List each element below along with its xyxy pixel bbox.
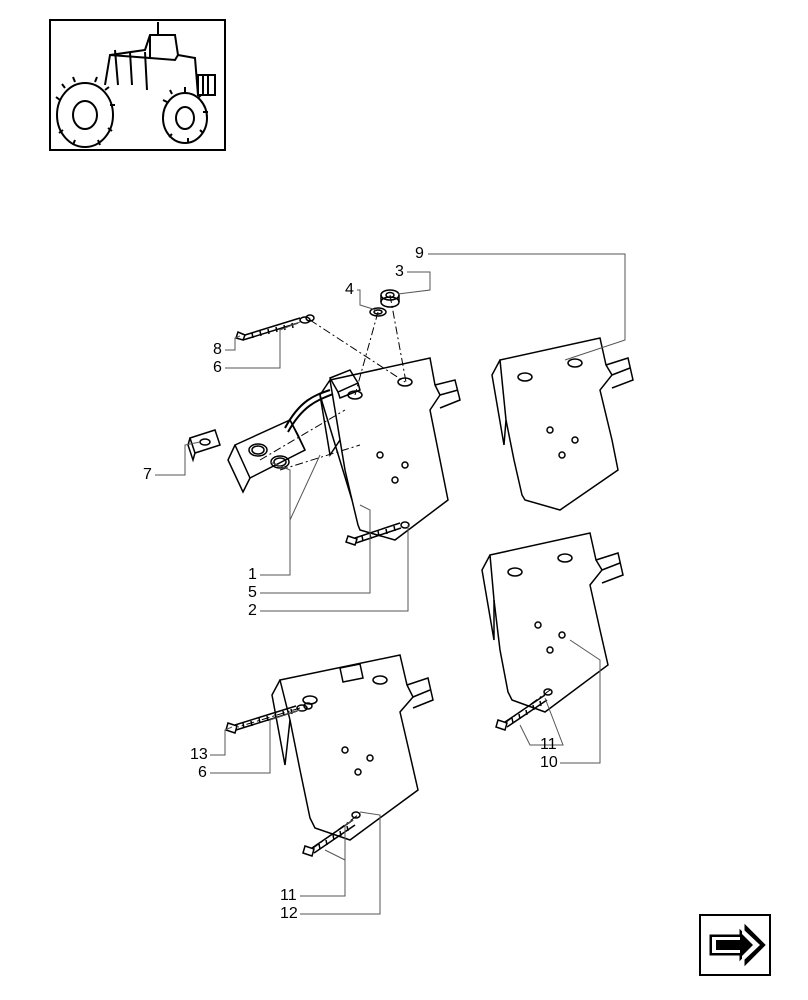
tractor-reference-icon <box>50 20 225 150</box>
label-6a: 6 <box>213 359 222 377</box>
next-page-icon[interactable] <box>700 915 770 975</box>
label-11a: 11 <box>540 736 557 754</box>
label-13: 13 <box>190 746 208 764</box>
label-5: 5 <box>248 584 257 602</box>
bracket-12 <box>226 655 433 856</box>
label-12: 12 <box>280 905 298 923</box>
main-bracket-assembly <box>188 290 460 545</box>
axis-12 <box>238 708 358 849</box>
label-11b: 11 <box>280 887 297 905</box>
label-9: 9 <box>415 245 424 263</box>
label-6b: 6 <box>198 764 207 782</box>
bracket-10 <box>482 533 623 730</box>
label-8: 8 <box>213 341 222 359</box>
label-7: 7 <box>143 466 152 484</box>
label-10: 10 <box>540 754 558 772</box>
label-4: 4 <box>345 281 354 299</box>
bracket-9 <box>492 338 633 510</box>
leader-lines <box>155 254 625 914</box>
label-1: 1 <box>248 566 257 584</box>
label-2: 2 <box>248 602 257 620</box>
diagram-canvas <box>0 0 808 1000</box>
label-3: 3 <box>395 263 404 281</box>
